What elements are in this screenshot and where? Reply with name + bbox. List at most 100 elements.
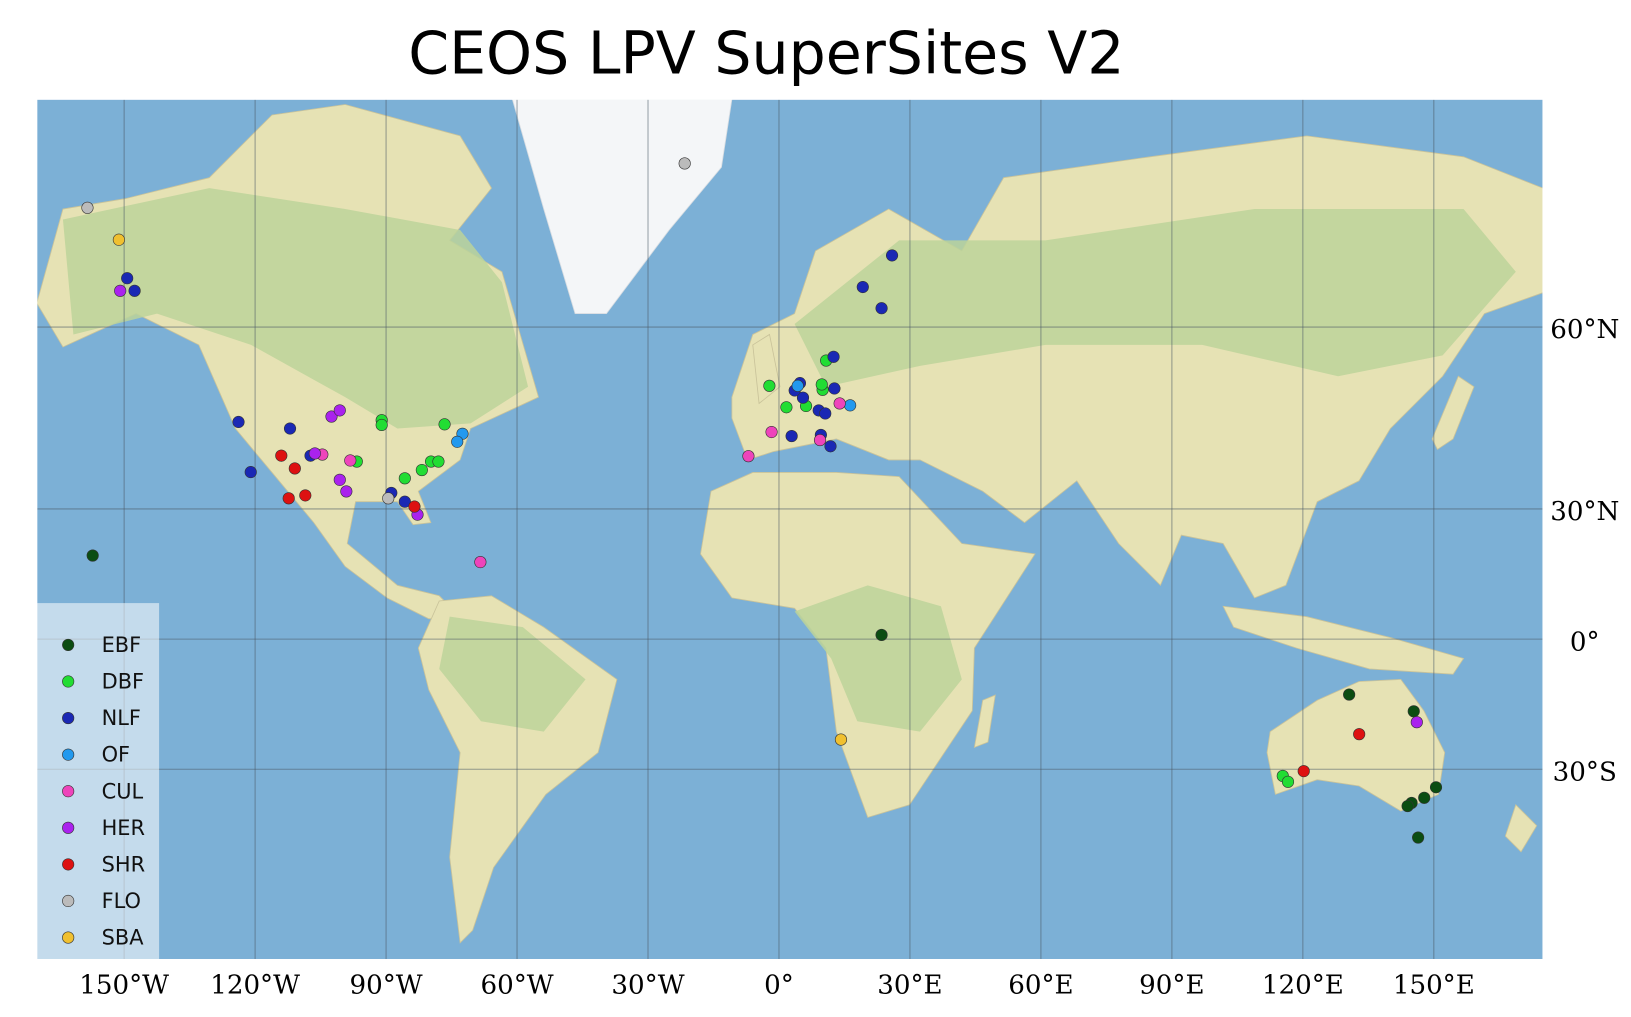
land-indonesia (1222, 605, 1465, 675)
site-marker (785, 430, 798, 443)
x-tick-label: 60°W (480, 971, 553, 1001)
site-marker (796, 391, 810, 404)
site-marker (275, 449, 288, 462)
site-marker (834, 733, 848, 746)
site-marker (86, 549, 99, 562)
legend-label: FLO (102, 889, 141, 913)
site-marker (333, 404, 346, 417)
site-marker (1418, 791, 1431, 804)
site-marker (333, 473, 346, 486)
legend-label: EBF (102, 633, 142, 657)
site-marker (382, 492, 395, 505)
x-tick-label: 150°E (1393, 971, 1475, 1001)
site-marker (824, 440, 837, 453)
legend-label: OF (102, 743, 130, 767)
site-marker (81, 201, 94, 214)
site-marker (844, 399, 857, 412)
legend-label: SBA (102, 926, 145, 950)
site-marker (340, 485, 353, 498)
site-marker (1401, 800, 1414, 813)
site-marker (451, 435, 464, 448)
site-marker (1410, 716, 1423, 729)
site-marker (815, 378, 828, 391)
site-marker (408, 500, 421, 513)
site-marker (678, 157, 691, 170)
site-marker (438, 418, 451, 431)
forest-south-america (439, 616, 586, 732)
legend-label: CUL (102, 779, 144, 803)
y-tick-label: 30°N (1550, 497, 1619, 527)
legend-marker (62, 894, 75, 908)
site-marker (325, 410, 338, 423)
forest-africa (794, 585, 962, 732)
legend-label: HER (102, 816, 145, 840)
site-marker (1281, 775, 1295, 788)
site-marker (1407, 705, 1420, 718)
site-marker (1353, 728, 1366, 741)
land-madagascar (973, 694, 996, 748)
site-marker (819, 407, 832, 420)
site-marker (1429, 781, 1443, 794)
site-marker (791, 379, 804, 392)
forest-north-america (62, 188, 529, 429)
site-marker (121, 272, 134, 285)
legend-marker (62, 748, 75, 761)
site-marker (244, 466, 257, 479)
y-tick-label: 60°N (1550, 315, 1619, 345)
legend-marker (62, 785, 75, 798)
site-marker (474, 556, 487, 569)
site-marker (742, 450, 755, 463)
x-tick-label: 120°W (210, 971, 300, 1001)
site-marker (283, 422, 297, 435)
x-tick-label: 120°E (1262, 971, 1344, 1001)
legend: EBF DBF NLF OF CUL HER SHR FLO SBA (36, 603, 160, 960)
site-marker (114, 284, 127, 297)
legend-marker (62, 675, 75, 688)
site-marker (833, 397, 846, 410)
x-tick-label: 150°W (79, 971, 169, 1001)
forest-eurasia (794, 209, 1516, 387)
site-marker (232, 415, 245, 429)
site-marker (299, 489, 312, 502)
y-tick-label: 30°S (1553, 757, 1617, 787)
site-marker (1297, 765, 1310, 778)
site-marker (875, 628, 888, 642)
land-greenland (511, 99, 733, 314)
map-frame (36, 98, 1544, 961)
tick-labels: 150°W 120°W 90°W 60°W 30°W 0° 30°E 60°E 90°E 120°… (79, 315, 1619, 1000)
sites (81, 157, 1443, 844)
legend-marker (62, 931, 75, 944)
site-marker (885, 249, 899, 262)
legend-marker (62, 638, 75, 651)
land-new-zealand (1504, 804, 1538, 853)
site-marker (780, 401, 793, 414)
land-australia (1266, 678, 1446, 812)
chart-title: CEOS LPV SuperSites V2 (408, 20, 1124, 88)
site-marker (128, 284, 141, 297)
basemap (36, 99, 1543, 960)
x-tick-label: 90°E (1139, 971, 1204, 1001)
site-marker (827, 350, 840, 363)
x-tick-label: 30°W (611, 971, 684, 1001)
legend-marker (62, 858, 75, 871)
site-marker (875, 302, 888, 315)
x-tick-label: 30°E (877, 971, 942, 1001)
x-tick-label: 90°W (349, 971, 422, 1001)
legend-box (36, 603, 160, 960)
y-tick-label: 0° (1570, 627, 1600, 657)
site-marker (288, 462, 301, 475)
legend-marker (62, 712, 75, 725)
site-marker (398, 472, 411, 485)
legend-label: NLF (102, 706, 141, 730)
site-marker (375, 418, 388, 432)
site-marker (308, 447, 321, 460)
legend-label: SHR (102, 852, 146, 876)
site-marker (1412, 831, 1425, 844)
legend-marker (62, 821, 75, 834)
site-marker (856, 280, 869, 294)
site-marker (112, 233, 125, 246)
site-marker (765, 425, 778, 439)
site-marker (813, 434, 827, 447)
